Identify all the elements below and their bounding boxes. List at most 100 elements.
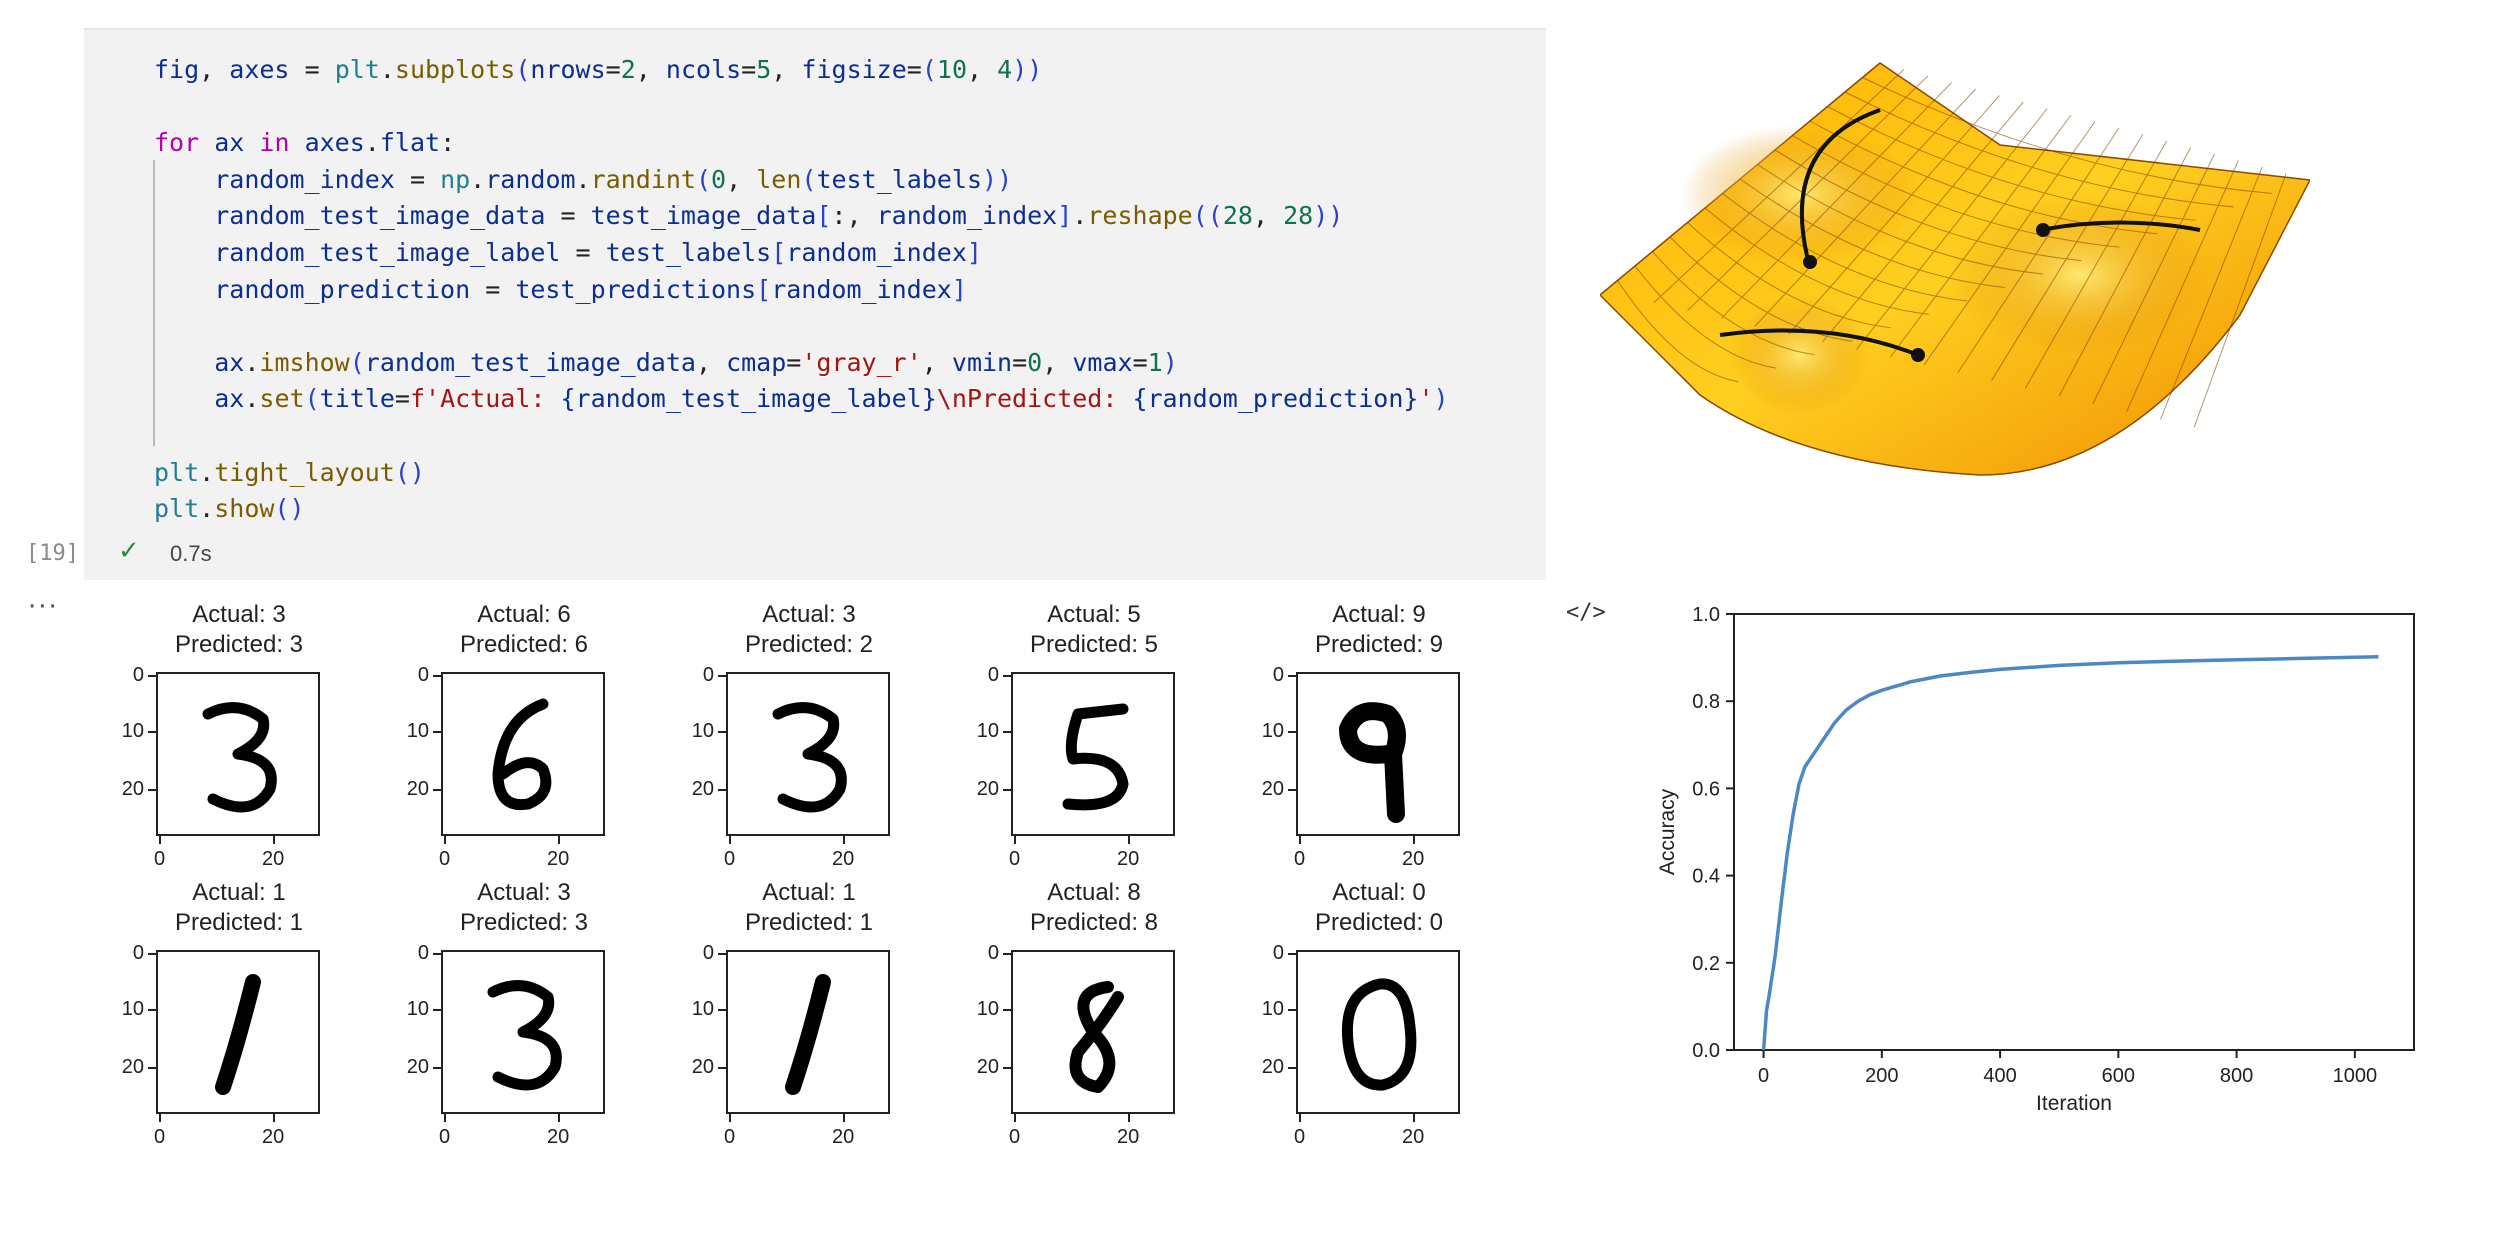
digit-panel: Actual: 1 Predicted: 1 0 10 20 0 20 (110, 878, 390, 1160)
indent-guide (153, 160, 155, 446)
y-tick-label: 20 (121, 778, 144, 800)
trajectory-1 (1799, 108, 1881, 261)
y-tick-mark (1003, 953, 1011, 955)
y-tick-mark (1288, 731, 1296, 733)
digit-stroke (772, 702, 847, 813)
digit-stroke (202, 702, 277, 813)
y-tick-label: 0 (1272, 664, 1284, 686)
code-line[interactable]: random_prediction = test_predictions[ran… (214, 274, 967, 304)
x-tick-label: 0 (439, 1126, 451, 1148)
code-line[interactable] (154, 418, 1449, 455)
digit-panel: Actual: 1 Predicted: 1 0 10 20 0 20 (680, 878, 960, 1160)
accuracy-line (1761, 654, 2379, 1051)
y-tick-label: 10 (976, 720, 999, 742)
y-tick-label: 20 (406, 778, 429, 800)
predicted-label: Predicted: 6 (459, 631, 589, 658)
code-editor[interactable]: fig, axes = plt.subplots(nrows=2, ncols=… (154, 52, 1449, 528)
y-tick-mark (718, 953, 726, 955)
digit-stroke (215, 974, 261, 1095)
x-tick-label: 0 (724, 1126, 736, 1148)
x-tick-mark (1014, 1114, 1016, 1122)
panel-title: Actual: 3 Predicted: 3 (441, 878, 607, 938)
code-line[interactable]: plt.show() (154, 494, 305, 524)
x-tick-label: 0 (1294, 1126, 1306, 1148)
code-line[interactable]: for ax in axes.flat: (154, 128, 456, 158)
x-tick-mark (1413, 836, 1415, 844)
x-axis-label: Iteration (2036, 1092, 2112, 1115)
digit-image (1296, 672, 1460, 836)
y-tick-label: 0 (702, 942, 714, 964)
actual-label: Actual: 1 (192, 879, 286, 906)
x-tick-label: 20 (262, 848, 285, 870)
y-tick-label: 10 (691, 998, 714, 1020)
y-tick-mark (718, 1009, 726, 1011)
y-tick-mark (148, 731, 156, 733)
digit-stroke (1062, 703, 1129, 811)
predicted-label: Predicted: 1 (174, 909, 304, 936)
y-tick-label: 0 (987, 664, 999, 686)
x-tick-mark (1299, 1114, 1301, 1122)
digit-panel: Actual: 3 Predicted: 2 0 10 20 0 20 (680, 600, 960, 882)
panel-title: Actual: 0 Predicted: 0 (1296, 878, 1462, 938)
code-line[interactable]: ax.imshow(random_test_image_data, cmap='… (214, 347, 1178, 377)
y-tick-label: 10 (121, 720, 144, 742)
code-line[interactable]: plt.tight_layout() (154, 457, 425, 487)
x-tick-label: 20 (1117, 848, 1140, 870)
digit-panel: Actual: 3 Predicted: 3 0 10 20 0 20 (395, 878, 675, 1160)
x-tick-label: 1000 (2333, 1065, 2378, 1087)
y-tick-mark (433, 789, 441, 791)
code-line[interactable]: random_test_image_label = test_labels[ra… (214, 237, 982, 267)
trajectory-2 (2039, 220, 2201, 232)
y-tick-label: 10 (1261, 720, 1284, 742)
execution-count: [19] (26, 541, 79, 566)
y-tick-label: 10 (1261, 998, 1284, 1020)
code-toggle-icon[interactable]: </> (1566, 600, 1606, 625)
y-tick-label: 0 (1272, 942, 1284, 964)
actual-label: Actual: 1 (762, 879, 856, 906)
y-tick-label: 0.8 (1692, 691, 1720, 713)
code-line[interactable] (154, 308, 1449, 345)
output-menu-icon[interactable]: ··· (28, 592, 59, 622)
code-line[interactable]: ax.set(title=f'Actual: {random_test_imag… (214, 384, 1449, 414)
trajectory-3 (1719, 328, 1919, 357)
digit-stroke (492, 698, 552, 811)
accuracy-chart: 0.0 0.2 0.4 0.6 0.8 1.0 0 200 400 600 800 1000 Itera… (1656, 604, 2415, 1115)
y-tick-label: 20 (1261, 1056, 1284, 1078)
y-tick-mark (148, 953, 156, 955)
y-tick-mark (1003, 1067, 1011, 1069)
x-tick-label: 800 (2220, 1065, 2253, 1087)
panel-title: Actual: 8 Predicted: 8 (1011, 878, 1177, 938)
code-line[interactable]: fig, axes = plt.subplots(nrows=2, ncols=… (154, 55, 1043, 84)
panel-title: Actual: 1 Predicted: 1 (156, 878, 322, 938)
x-tick-label: 20 (832, 848, 855, 870)
y-tick-mark (1003, 731, 1011, 733)
predicted-label: Predicted: 5 (1029, 631, 1159, 658)
x-tick-label: 0 (1758, 1065, 1769, 1087)
x-tick-mark (1128, 1114, 1130, 1122)
x-tick-mark (1014, 836, 1016, 844)
x-tick-mark (1128, 836, 1130, 844)
predicted-label: Predicted: 2 (744, 631, 874, 658)
digit-image (1011, 672, 1175, 836)
y-tick-label: 0.0 (1692, 1040, 1720, 1062)
digit-image (441, 672, 605, 836)
y-tick-label: 10 (976, 998, 999, 1020)
code-cell[interactable]: fig, axes = plt.subplots(nrows=2, ncols=… (84, 28, 1546, 580)
y-tick-mark (148, 1067, 156, 1069)
panel-title: Actual: 1 Predicted: 1 (726, 878, 892, 938)
digit-stroke (1339, 702, 1406, 823)
predicted-label: Predicted: 9 (1314, 631, 1444, 658)
y-tick-label: 0 (132, 942, 144, 964)
code-line[interactable]: random_test_image_data = test_image_data… (214, 201, 1344, 231)
y-tick-mark (718, 731, 726, 733)
y-tick-label: 20 (1261, 778, 1284, 800)
y-tick-label: 20 (976, 778, 999, 800)
x-tick-label: 0 (1009, 1126, 1021, 1148)
x-tick-mark (159, 1114, 161, 1122)
code-line[interactable] (154, 89, 1449, 126)
y-tick-mark (433, 953, 441, 955)
y-tick-label: 10 (406, 720, 429, 742)
x-tick-label: 20 (262, 1126, 285, 1148)
code-line[interactable]: random_index = np.random.randint(0, len(… (214, 164, 1013, 194)
predicted-label: Predicted: 0 (1314, 909, 1444, 936)
